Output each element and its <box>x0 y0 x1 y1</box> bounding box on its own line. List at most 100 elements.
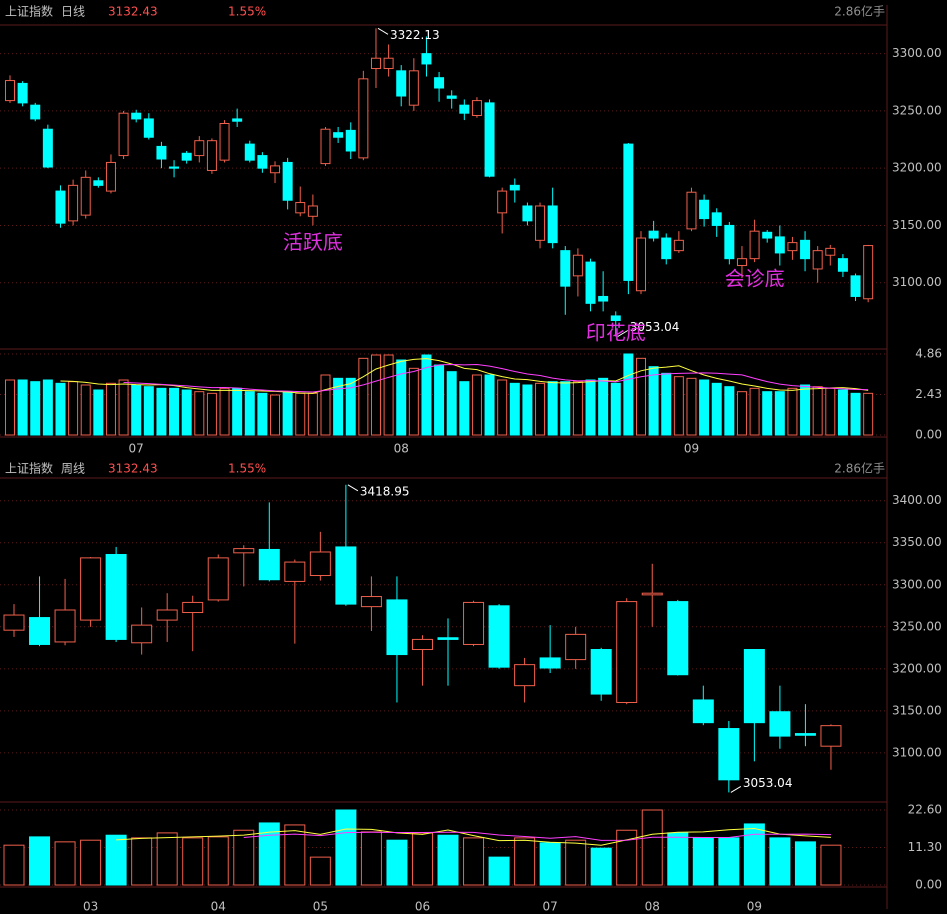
candle-body <box>131 624 153 644</box>
volume-bar <box>800 384 811 436</box>
volume-tick-label: 4.86 <box>915 347 942 361</box>
candle-body <box>307 205 318 217</box>
x-tick-label: 06 <box>415 900 430 914</box>
volume-bar <box>488 856 510 886</box>
volume-bar <box>29 836 51 886</box>
volume-bar <box>863 392 874 436</box>
candle-body <box>488 605 510 668</box>
candle-body <box>699 199 710 220</box>
y-tick-label: 3400.00 <box>892 493 942 507</box>
volume-bar <box>641 809 663 886</box>
candle-body <box>169 166 180 169</box>
candle-body <box>143 118 154 138</box>
candle-body <box>863 245 874 300</box>
candle-body <box>411 638 433 651</box>
candle-body <box>434 77 445 89</box>
candle-body <box>736 258 747 267</box>
annotation: 活跃底 <box>283 230 343 254</box>
volume-ma-line <box>60 358 869 394</box>
candle-body <box>514 664 536 687</box>
candle-body <box>370 57 381 70</box>
x-tick-label: 08 <box>394 442 409 456</box>
volume-bar <box>80 839 102 886</box>
candle-body <box>270 165 281 174</box>
candle-body <box>54 609 76 643</box>
x-tick-label: 07 <box>129 442 144 456</box>
candle-body <box>5 80 15 102</box>
y-tick-label: 3250.00 <box>892 619 942 633</box>
volume-bar <box>692 837 714 886</box>
candle-body <box>68 184 79 222</box>
volume-bar <box>408 367 419 436</box>
candle-body <box>522 205 533 222</box>
candle-body <box>29 617 51 645</box>
candle-body <box>93 180 104 186</box>
candle-body <box>535 205 546 241</box>
candle-body <box>156 145 167 160</box>
volume-bar <box>572 381 583 436</box>
candle-body <box>3 614 25 631</box>
volume-bar <box>181 389 192 436</box>
volume-bar <box>820 844 842 886</box>
candle-body <box>850 275 861 297</box>
volume-bar <box>383 354 394 436</box>
candle-body <box>812 250 823 270</box>
volume-bar <box>459 381 470 436</box>
candle-body <box>309 551 331 577</box>
volume-bar <box>837 389 848 436</box>
y-tick-label: 3200.00 <box>892 161 942 175</box>
volume-tick-label: 2.43 <box>915 387 942 401</box>
volume-bar <box>560 381 571 436</box>
candle-body <box>257 155 268 169</box>
candle-body <box>118 112 129 157</box>
candle-body <box>437 637 459 640</box>
last-price: 3132.43 <box>108 5 158 19</box>
volume-bar <box>345 377 356 436</box>
candle-body <box>585 261 596 304</box>
low-label: 3053.04 <box>743 776 793 790</box>
volume-bar <box>5 379 15 436</box>
candle-body <box>572 254 583 277</box>
volume-bar <box>437 834 459 886</box>
volume-bar <box>421 354 432 436</box>
volume-bar <box>156 387 167 436</box>
volume-bar <box>143 386 154 436</box>
candle-body <box>686 191 697 230</box>
x-tick-label: 07 <box>542 900 557 914</box>
candle-body <box>610 315 621 322</box>
x-tick-label: 03 <box>83 900 98 914</box>
index-name: 上证指数 <box>5 461 53 476</box>
volume-bar <box>295 392 306 436</box>
volume-bar <box>396 359 407 436</box>
volume-tick-label: 22.60 <box>908 803 942 817</box>
volume-bar <box>787 387 798 436</box>
candle-body <box>320 128 331 165</box>
annotation: 印花底 <box>586 321 646 345</box>
volume-bar <box>307 392 318 436</box>
candle-body <box>345 129 356 152</box>
volume-bar <box>335 809 357 886</box>
candle-body <box>667 601 689 676</box>
candle-body <box>560 250 571 287</box>
candle-body <box>463 601 485 645</box>
candle-body <box>743 649 765 724</box>
candle-body <box>565 633 587 661</box>
candle-body <box>497 190 508 214</box>
candle-body <box>724 224 735 260</box>
candle-body <box>219 123 230 161</box>
candle-body <box>837 258 848 272</box>
volume-tick-label: 11.30 <box>908 840 942 854</box>
volume-ma-line <box>116 828 831 846</box>
candle-body <box>636 237 646 292</box>
volume-bar <box>711 382 722 436</box>
candle-body <box>55 190 66 224</box>
candle-body <box>623 143 634 281</box>
candle-body <box>800 239 811 260</box>
volume-bar <box>386 839 408 886</box>
volume-bar <box>585 379 596 436</box>
candle-body <box>396 70 407 97</box>
volume-bar <box>105 834 127 886</box>
high-label: 3418.95 <box>360 484 410 498</box>
volume-bar <box>244 391 255 436</box>
candle-body <box>233 548 255 554</box>
